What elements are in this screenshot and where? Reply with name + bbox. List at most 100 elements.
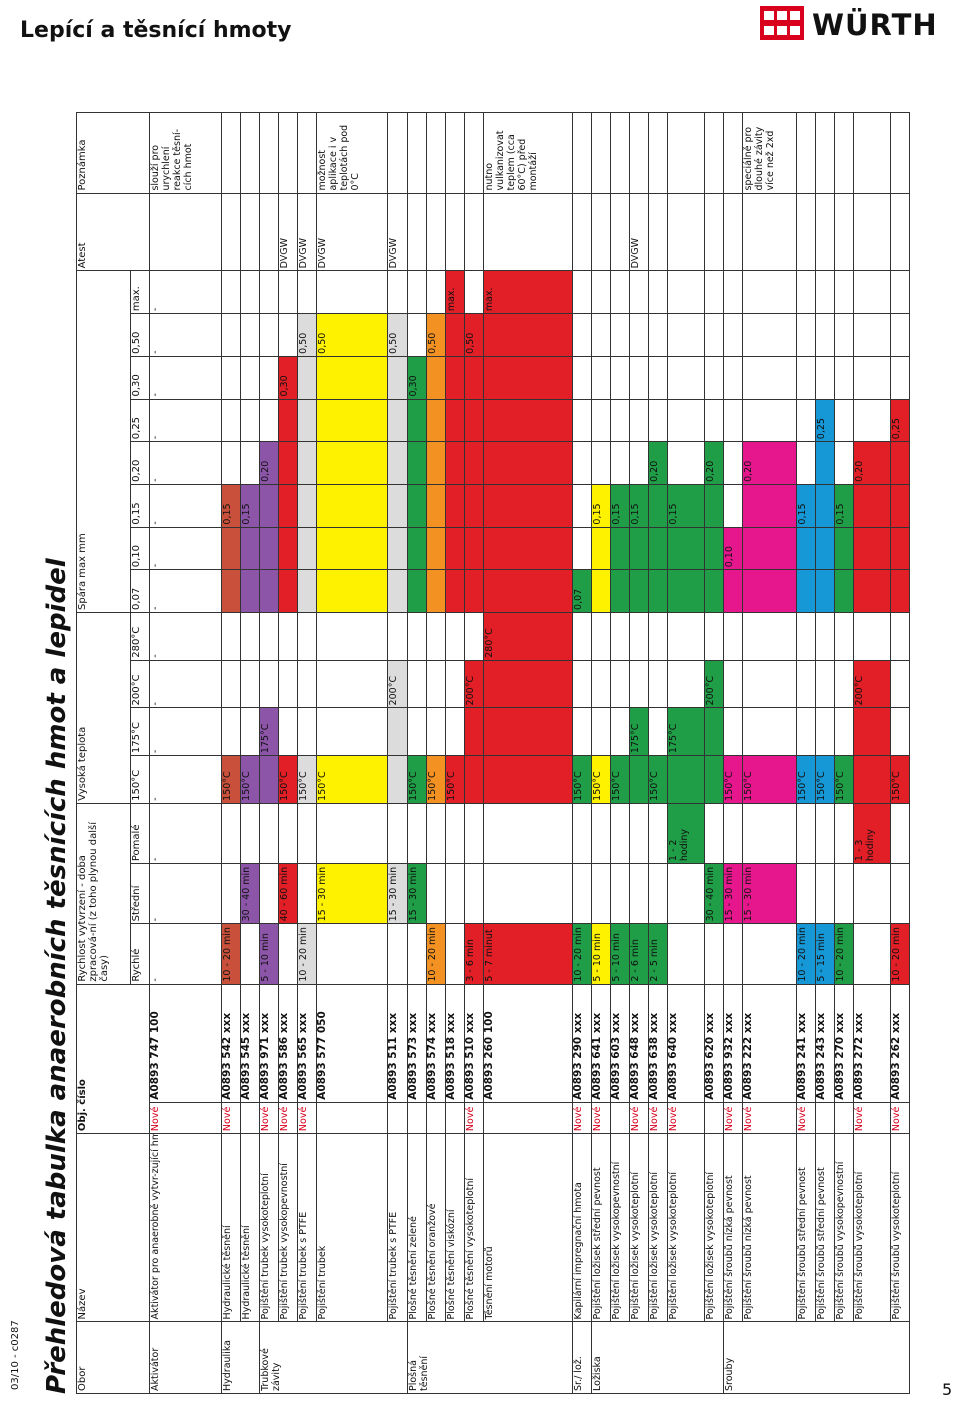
note-value xyxy=(591,112,611,194)
gap-cell xyxy=(815,270,835,314)
gap-cell xyxy=(667,270,705,314)
gap-cell xyxy=(629,356,649,400)
gap-cell xyxy=(723,313,743,357)
cure-speed: 15 - 30 min xyxy=(742,863,797,924)
temp-value: 150°C xyxy=(407,755,427,804)
gap-cell xyxy=(316,441,388,485)
temp-cell xyxy=(591,707,611,756)
cure-speed xyxy=(853,863,891,924)
gap-value: 0,15 xyxy=(221,484,241,528)
gap-cell xyxy=(572,399,592,442)
table-header-row: Obor Název Obj. číslo Rychlost vytvrzení - … xyxy=(76,112,150,1394)
temp-cell xyxy=(890,612,910,661)
temp-cell xyxy=(815,612,835,661)
table-row: Pojištění šroubů střední pevnost Nové A089… xyxy=(796,112,816,1394)
gap-cell xyxy=(853,569,891,613)
temp-cell xyxy=(221,707,241,756)
temp-cell xyxy=(297,707,317,756)
new-badge: Nové xyxy=(890,1102,910,1134)
atest-value xyxy=(483,193,573,271)
new-badge: Nové xyxy=(259,1102,279,1134)
new-badge xyxy=(815,1102,835,1134)
temp-cell xyxy=(259,755,279,804)
note-value: možnost aplikace i v teplotách pod 0°C xyxy=(316,112,388,194)
temp-cell xyxy=(278,612,298,661)
cure-speed: 10 - 20 min xyxy=(890,923,910,985)
gap-cell xyxy=(407,484,427,528)
gap-dash: - xyxy=(149,569,222,613)
new-badge: Nové xyxy=(221,1102,241,1134)
gap-dash: - xyxy=(149,527,222,570)
cure-speed xyxy=(667,863,705,924)
cure-speed xyxy=(445,863,465,924)
gap-cell xyxy=(629,527,649,570)
cure-speed xyxy=(572,803,592,864)
gap-cell xyxy=(464,527,484,570)
product-name: Hydraulické těsnění xyxy=(221,1133,241,1322)
note-value xyxy=(723,112,743,194)
atest-value xyxy=(259,193,279,271)
order-number: A0893 586 xxx xyxy=(278,984,298,1103)
new-badge xyxy=(610,1102,630,1134)
note-value: nutno vulkanizovat teplem (cca 60°C) pře… xyxy=(483,112,573,194)
gap-cell xyxy=(853,313,891,357)
product-name: Těsnění motorů xyxy=(483,1133,573,1322)
note-value xyxy=(259,112,279,194)
gap-value: 0,15 xyxy=(667,484,705,528)
gap-cell xyxy=(572,356,592,400)
new-badge: Nové xyxy=(648,1102,668,1134)
order-number: A0893 573 xxx xyxy=(407,984,427,1103)
gap-cell xyxy=(742,313,797,357)
gap-cell xyxy=(610,313,630,357)
gap-cell xyxy=(297,399,317,442)
new-badge: Nové xyxy=(667,1102,705,1134)
table-row: Hydraulické těsnění A0893 545 xxx 30 - 40 … xyxy=(240,112,260,1394)
temp-value: 200°C xyxy=(387,660,408,708)
gap-value: 0,20 xyxy=(853,441,891,485)
atest-value xyxy=(407,193,427,271)
order-number: A0893 511 xxx xyxy=(387,984,408,1103)
note-value xyxy=(667,112,705,194)
new-badge: Nové xyxy=(853,1102,891,1134)
table-row: Šr./ lož. Kapilární impregnační hmota Nové… xyxy=(572,112,592,1394)
note-value xyxy=(464,112,484,194)
gap-cell xyxy=(259,270,279,314)
order-number: A0893 620 xxx xyxy=(704,984,724,1103)
cure-speed xyxy=(259,863,279,924)
table-row: Pojištění šroubů vysokoteplotní Nové A0893… xyxy=(890,112,910,1394)
order-number: A0893 574 xxx xyxy=(426,984,446,1103)
gap-value: 0,30 xyxy=(278,356,298,400)
gap-cell xyxy=(278,441,298,485)
note-value xyxy=(648,112,668,194)
order-number: A0893 262 xxx xyxy=(890,984,910,1103)
order-number: A0893 971 xxx xyxy=(259,984,279,1103)
cure-speed xyxy=(591,863,611,924)
cure-speed: 15 - 30 min xyxy=(723,863,743,924)
gap-value: 0,20 xyxy=(704,441,724,485)
header-speed: Střední xyxy=(130,863,150,924)
cure-speed: 10 - 20 min xyxy=(426,923,446,985)
header-gap: 0,30 xyxy=(130,356,150,400)
table-row: Pojištění ložisek vysokopevnostní A0893 6… xyxy=(610,112,630,1394)
gap-cell xyxy=(240,313,260,357)
temp-value: 150°C xyxy=(796,755,816,804)
gap-value: 0,10 xyxy=(723,527,743,570)
temp-cell xyxy=(426,660,446,708)
group-label: Aktivátor xyxy=(149,1321,222,1394)
temp-cell xyxy=(704,755,724,804)
temp-cell xyxy=(796,707,816,756)
gap-cell xyxy=(796,313,816,357)
gap-cell xyxy=(483,356,573,400)
product-name: Pojištění šroubů vysokoteplotní xyxy=(890,1133,910,1322)
atest-value: DVGW xyxy=(278,193,298,271)
order-number: A0893 260 100 xyxy=(483,984,573,1103)
cure-speed xyxy=(297,863,317,924)
cure-speed xyxy=(572,863,592,924)
temp-cell xyxy=(316,707,388,756)
temp-cell xyxy=(667,612,705,661)
order-number: A0893 648 xxx xyxy=(629,984,649,1103)
gap-dash: - xyxy=(149,399,222,442)
table-row: Plošné těsnění oranžové A0893 574 xxx 10 -… xyxy=(426,112,446,1394)
atest-value xyxy=(853,193,891,271)
gap-cell xyxy=(316,356,388,400)
